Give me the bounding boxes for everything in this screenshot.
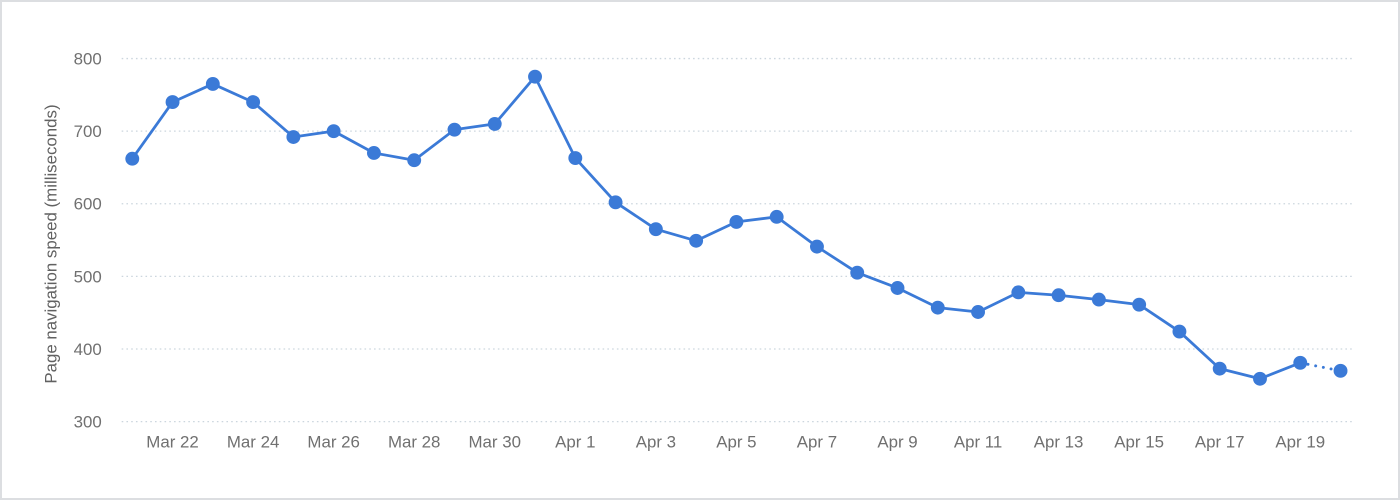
data-point-marker	[286, 130, 301, 144]
y-tick-label: 800	[74, 49, 102, 68]
data-point-marker	[1212, 361, 1227, 376]
data-point-marker	[1293, 355, 1308, 370]
x-tick-label: Apr 9	[877, 432, 917, 451]
series-line	[130, 75, 1302, 381]
data-point-marker	[407, 153, 422, 168]
x-tick-label: Mar 22	[146, 432, 198, 451]
y-axis-title: Page navigation speed (milliseconds)	[42, 104, 61, 383]
x-tick-label: Apr 1	[555, 432, 595, 451]
data-point-marker	[1172, 324, 1187, 339]
data-point-marker	[1253, 371, 1267, 386]
data-point-marker	[930, 300, 945, 315]
data-point-marker	[568, 151, 583, 165]
data-point-marker	[810, 239, 824, 254]
y-tick-label: 600	[74, 195, 102, 214]
data-point-marker	[447, 122, 462, 137]
data-point-marker	[689, 233, 704, 248]
data-point-marker	[648, 222, 663, 237]
data-point-marker	[729, 214, 744, 229]
data-point-marker	[487, 116, 502, 131]
x-tick-label: Apr 5	[716, 432, 756, 451]
data-point-marker	[205, 76, 220, 91]
x-tick-label: Apr 3	[636, 432, 676, 451]
data-point-marker	[1011, 285, 1026, 300]
data-point-marker	[246, 95, 261, 110]
x-tick-label: Apr 7	[797, 432, 837, 451]
data-point-marker	[1333, 363, 1348, 378]
data-point-marker	[165, 95, 180, 110]
x-tick-label: Apr 13	[1034, 432, 1084, 451]
data-point-marker	[608, 195, 623, 210]
x-tick-label: Mar 26	[307, 432, 359, 451]
x-tick-label: Mar 24	[227, 432, 279, 451]
data-point-marker	[890, 281, 905, 295]
data-point-marker	[125, 151, 140, 166]
data-point-marker	[1091, 292, 1106, 307]
chart-layers: 800 700 600 500 400 300 Mar 22 Mar 24 Mar 26 Mar …	[74, 49, 1355, 451]
data-point-marker	[326, 124, 341, 139]
x-tick-label: Apr 11	[954, 432, 1002, 451]
x-tick-label: Apr 19	[1275, 432, 1325, 451]
x-tick-label: Apr 17	[1195, 432, 1245, 451]
data-point-marker	[1132, 297, 1147, 312]
y-tick-label: 300	[74, 413, 102, 432]
x-tick-label: Apr 15	[1114, 432, 1164, 451]
y-tick-label: 500	[74, 267, 102, 286]
data-point-marker	[971, 305, 986, 319]
data-point-marker	[850, 265, 865, 280]
x-tick-label: Mar 28	[388, 432, 440, 451]
data-point-marker	[1051, 288, 1066, 303]
data-point-marker	[528, 69, 542, 84]
data-point-marker	[769, 209, 784, 224]
x-tick-label: Mar 30	[469, 432, 521, 451]
data-point-marker	[366, 146, 381, 160]
y-tick-label: 400	[74, 340, 102, 359]
y-tick-label: 700	[74, 122, 102, 141]
